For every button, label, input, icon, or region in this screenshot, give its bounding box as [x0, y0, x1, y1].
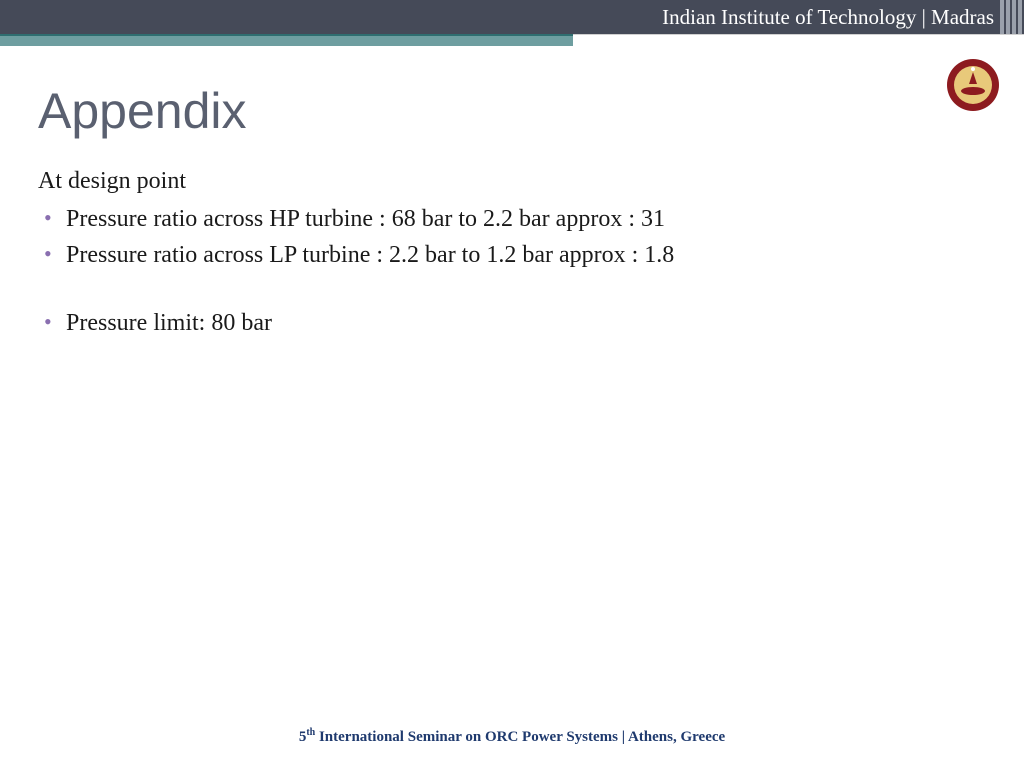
footer-rest: International Seminar on ORC Power Syste…: [315, 729, 725, 745]
slide-body: At design point Pressure ratio across HP…: [38, 168, 986, 341]
accent-divider: [0, 34, 1024, 46]
bullet-list-2: Pressure limit: 80 bar: [38, 305, 986, 341]
bullet-item: Pressure limit: 80 bar: [38, 305, 986, 341]
slide-title: Appendix: [38, 82, 1024, 140]
header-decorative-stripes: [1000, 0, 1022, 34]
accent-right: [573, 34, 1024, 46]
bullet-list-1: Pressure ratio across HP turbine : 68 ba…: [38, 201, 986, 273]
bullet-item: Pressure ratio across HP turbine : 68 ba…: [38, 201, 986, 237]
institution-name: Indian Institute of Technology | Madras: [662, 5, 994, 30]
header-bar: Indian Institute of Technology | Madras: [0, 0, 1024, 34]
footer-ordinal-suffix: th: [306, 727, 315, 738]
footer-text: 5th International Seminar on ORC Power S…: [0, 727, 1024, 746]
iit-madras-logo-icon: [946, 58, 1000, 112]
bullet-item: Pressure ratio across LP turbine : 2.2 b…: [38, 237, 986, 273]
accent-left: [0, 34, 573, 46]
lead-text: At design point: [38, 168, 986, 195]
